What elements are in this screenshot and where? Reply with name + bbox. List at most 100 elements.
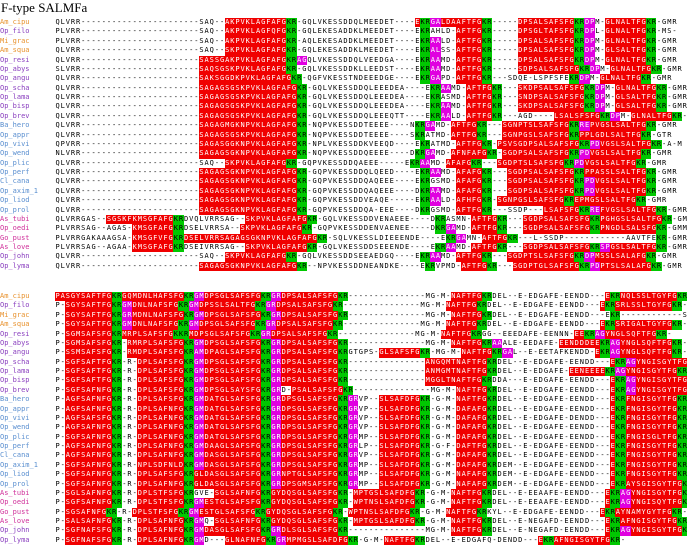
species-label: Op_prol — [0, 205, 30, 214]
species-label: As_love — [0, 517, 30, 525]
alignment-row: Op_abys S L V R R - - - - - - - - - - - - - - - - - - - - - - - S A Q S G… — [0, 64, 687, 75]
alignment-row: Cl_cana P - A G F S A F N F G K R - R - D P L S A F N F G K R G M D A S G… — [0, 451, 688, 461]
alignment-row: Op_angu P - S S M S A F S F G K R - R M D P L S A F S F G K R A M D P A G… — [0, 348, 687, 358]
species-label: Op_liod — [0, 196, 30, 205]
alignment-row: Op_axim_1 Q L V R R - - - - - - - - - - - - - - - - - - - - - - - S A G… — [0, 186, 687, 197]
alignment-row: Op_brev Q L V R R - - - - - - - - - - - - - - - - - - - - - - - S A G A G… — [0, 111, 687, 122]
alignment-row: As_tubi P - S G L S A F N F G K R - R - D P L S T F S F G K R G V E - S G… — [0, 488, 688, 499]
species-label: Go_pust — [0, 233, 30, 242]
alignment-row: Op_perf P - A G F S A F N F G K R - R - D P L S A F N F G K R G M D A A G… — [0, 442, 688, 452]
species-label: Op_brev — [0, 111, 30, 120]
species-label: Ba_hero — [0, 121, 30, 130]
alignment-row: Op_brev P - S G F S A F N F G K R - R - D P L S A F S F G K R G M D P S G… — [0, 385, 688, 396]
alignment-row: Am_squa Q L V R R - - - - - - - - - - - - - - - - - - - - - - - S A Q - -… — [0, 46, 687, 56]
alignment-row: Op_wend N L V R R - - - - - - - - - - - - - - - - - - - - - - - S A G A G… — [0, 149, 687, 159]
species-label: Op_bisp — [0, 102, 30, 111]
species-label: Mi_grac — [0, 36, 30, 45]
alignment-row: Op_plic Q L V R R - - - - - - - - - - - - - - - - - - - - - - - S A Q - -… — [0, 158, 687, 168]
alignment-row: Op_axim_1 P - S G F S A F N F G K R - R - N P L S D F N L D K R G M D A… — [0, 460, 688, 471]
species-label: Am_squa — [0, 320, 30, 329]
alignment-row: Mi_grac P - S G Y S A F T F G K R G R M D N L N A F S F G K R G M D P S G… — [0, 310, 687, 321]
alignment-row: Op_oedi P - S G F S A F N F G K R - R - D P L S T F S F G K R G M E S T G… — [0, 498, 688, 508]
species-label: Am_squa — [0, 46, 30, 55]
alignment-row: Op_filo P - S G Y S A F T F G K R G M D N L N A F S F G K R G M D P S S L… — [0, 301, 687, 311]
species-label: Op_john — [0, 252, 30, 261]
alignment-row: Op_john Q L V R R - - - - - - - - - - - - - - - - - - - - - - - S A Q - -… — [0, 252, 687, 262]
species-label: Op_lama — [0, 93, 30, 101]
alignment-row: Mi_grac P L V R R - - - - - - - - - - - - - - - - - - - - - - - S A Q - -… — [0, 36, 687, 47]
species-label: Op_brev — [0, 385, 30, 394]
alignment-row: Op_filo P L V R R - - - - - - - - - - - - - - - - - - - - - - - S A Q - -… — [0, 27, 687, 37]
species-label: Op_scha — [0, 357, 30, 366]
species-label: Op_axim_1 — [0, 186, 38, 195]
species-label: Op_axim_1 — [0, 460, 38, 469]
species-label: Op_wend — [0, 149, 30, 158]
alignment-row: Op_resi P - S G M S A F S F G K R M R P L S A F S F G K K R M D P S G L S… — [0, 329, 687, 339]
species-label: Op_scha — [0, 83, 30, 92]
alignment-row: Op_perf Q L V R R - - - - - - - - - - - - - - - - - - - - - - - S A G A G… — [0, 168, 687, 178]
alignment-row: Op_vivi Q P V R R - - - - - - - - - - - - - - - - - - - - - - - S A G A S… — [0, 139, 687, 150]
species-label: Op_appr — [0, 130, 30, 139]
species-label: Op_abys — [0, 64, 30, 73]
species-label: As_tubi — [0, 214, 30, 223]
alignment-row: Op_lyma P - S G F N A F S F G K R - R - D P L S A F N F G K R G M D - - -… — [0, 535, 687, 545]
alignment-row: Op_resi Q L V R R - - - - - - - - - - - - - - - - - - - - - - - S A S S G… — [0, 55, 687, 65]
alignment-row: Op_liod Q L V R R - - - - - - - - - - - - - - - - - - - - - - - S A G A G… — [0, 196, 687, 206]
species-label: Op_appr — [0, 404, 30, 413]
alignment-block-1: Am_cipu Q L V R R - - - - - - - - - - - - - - - - - - - - - - - S A Q - -… — [0, 18, 687, 272]
species-label: Op_lyma — [0, 261, 30, 270]
species-label: Op_oedi — [0, 498, 30, 507]
alignment-row: Op_bisp Q L V R R - - - - - - - - - - - - - - - - - - - - - - - S A G A G… — [0, 102, 687, 112]
species-label: As_tubi — [0, 488, 30, 497]
species-label: As_love — [0, 243, 30, 251]
species-label: Op_plic — [0, 432, 30, 441]
species-label: Op_oedi — [0, 224, 30, 233]
alignment-row: Op_lama P - S G F S A F T F G K R - R - D P L S A F S F G K R G M D P S G… — [0, 367, 688, 377]
species-label: Op_liod — [0, 470, 30, 479]
alignment-row: Op_liod P - S G F S A F N F G K R - R - D P L S A F S F G K R G L D A S G… — [0, 470, 688, 480]
species-label: Op_prol — [0, 479, 30, 488]
alignment-row: Op_scha Q L V R R - - - - - - - - - - - - - - - - - - - - - - - S A G A G… — [0, 83, 687, 93]
alignment-row: Go_pust P L V R R G A K A A A G S A - K M S G F V F G K R D S E L V R R S… — [0, 233, 687, 243]
alignment-row: Op_prol Q L V R R - - - - - - - - - - - - - - - - - - - - - - - S A G A G… — [0, 205, 687, 215]
alignment-block-2: Am_cipu P A S G Y S A F T F G K R G Q M D N L H A F S F G K R G M D P S G… — [0, 292, 688, 545]
alignment-row: Am_cipu Q L V R R - - - - - - - - - - - - - - - - - - - - - - - S A Q - -… — [0, 18, 687, 28]
species-label: Op_vivi — [0, 139, 30, 148]
alignment-row: Op_lama Q L V R R - - - - - - - - - - - - - - - - - - - - - - - S A G A G… — [0, 93, 687, 103]
